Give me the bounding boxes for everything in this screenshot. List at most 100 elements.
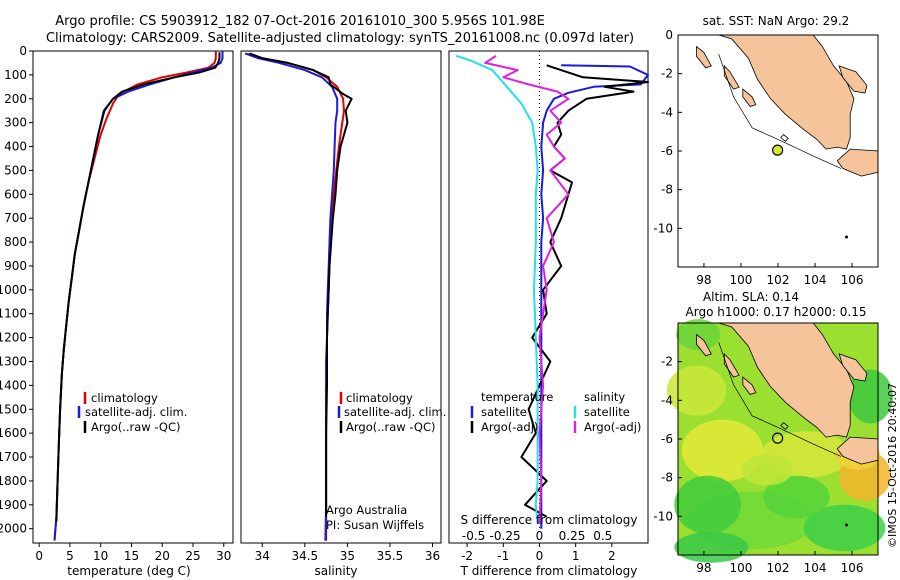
sst-map: 98 100 102 104 106 0 -2 -4 -6 -8 -10 xyxy=(653,28,879,287)
lat-tick-label: 0 xyxy=(665,28,673,42)
lon-tick-label: 106 xyxy=(841,561,864,575)
x-tick-label: 30 xyxy=(216,549,231,563)
temperature-xlabel: temperature (deg C) xyxy=(67,564,190,578)
title-line1: Argo profile: CS 5903912_182 07-Oct-2016… xyxy=(55,14,545,29)
series-line-salinity-argo-adj- xyxy=(484,54,570,524)
x-tick-label: 34.5 xyxy=(291,549,318,563)
pagai-island xyxy=(742,376,757,395)
sumatra-land xyxy=(718,322,855,438)
sla-map: 98 100 102 104 106 -2 -4 -6 -8 -10 xyxy=(653,319,893,575)
sipora-island xyxy=(723,64,740,90)
series-line-argo-raw-qc- xyxy=(55,52,221,522)
lat-tick-label: -4 xyxy=(661,393,673,407)
lat-tick-label: -4 xyxy=(661,105,673,119)
depth-tick-label: 700 xyxy=(4,211,27,225)
siberut-island xyxy=(696,45,712,69)
lon-tick-label: 102 xyxy=(767,273,790,287)
depth-tick-label: 1700 xyxy=(0,450,27,464)
s-tick-label: -0.25 xyxy=(490,529,521,543)
lat-tick-label: -10 xyxy=(653,509,673,523)
lat-tick-label: -6 xyxy=(661,432,673,446)
x-tick-label: 0 xyxy=(536,549,544,563)
imos-watermark: ©IMOS 15-Oct-2016 20:40:07 xyxy=(886,383,899,548)
legend-satellite: satellite-adj. clim. xyxy=(344,405,446,419)
series-line-argo-adj- xyxy=(520,64,649,518)
lon-tick-label: 104 xyxy=(804,273,827,287)
depth-tick-label: 1900 xyxy=(0,498,27,512)
annotation-argo-australia: Argo Australia xyxy=(326,503,407,517)
s-tick-label: 0.5 xyxy=(593,529,612,543)
x-tick-label: 35.5 xyxy=(377,549,404,563)
depth-tick-label: 1600 xyxy=(0,426,27,440)
lat-tick-label: -10 xyxy=(653,221,673,235)
lon-tick-label: 102 xyxy=(767,561,790,575)
difference-xlabel-top: S difference from climatology xyxy=(461,513,638,527)
argo-float-marker xyxy=(772,432,784,444)
depth-tick-label: 1800 xyxy=(0,474,27,488)
x-tick-label: -2 xyxy=(461,549,473,563)
depth-tick-label: 900 xyxy=(4,259,27,273)
temperature-panel xyxy=(32,50,234,544)
lon-tick-label: 98 xyxy=(696,561,711,575)
x-tick-label: 2 xyxy=(608,549,616,563)
salinity-legend: climatology satellite-adj. clim. Argo(..… xyxy=(326,391,446,532)
lon-tick-label: 98 xyxy=(696,273,711,287)
difference-legend: temperature salinity satellite Argo(-adj… xyxy=(470,390,641,434)
enggano-island xyxy=(780,134,789,142)
temperature-legend: climatology satellite-adj. clim. Argo(..… xyxy=(77,391,187,434)
sla-patch xyxy=(674,531,749,563)
lat-tick-label: -2 xyxy=(661,355,673,369)
s-tick-label: 0 xyxy=(536,529,544,543)
pagai-island xyxy=(742,88,757,107)
x-tick-label: 34 xyxy=(255,549,270,563)
lon-tick-label: 104 xyxy=(804,561,827,575)
depth-tick-label: 200 xyxy=(4,92,27,106)
siberut-island xyxy=(696,333,712,357)
legend-s-satellite: satellite xyxy=(584,405,630,419)
salinity-panel xyxy=(240,50,442,544)
depth-tick-label: 600 xyxy=(4,187,27,201)
lat-tick-label: -8 xyxy=(661,471,673,485)
depth-tick-label: 300 xyxy=(4,116,27,130)
lat-tick-label: -6 xyxy=(661,144,673,158)
lat-tick-label: -2 xyxy=(661,67,673,81)
depth-tick-label: 1300 xyxy=(0,354,27,368)
legend-climatology: climatology xyxy=(91,391,158,405)
x-tick-label: 1 xyxy=(572,549,580,563)
depth-tick-label: 0 xyxy=(19,44,27,58)
depth-tick-label: 1400 xyxy=(0,378,27,392)
difference-xlabel: T difference from climatology xyxy=(460,564,638,578)
legend-header-salinity: salinity xyxy=(584,390,625,404)
sla-patch xyxy=(740,454,793,486)
sumatra-land xyxy=(718,34,855,150)
sst-map-title: sat. SST: NaN Argo: 29.2 xyxy=(703,14,850,28)
series-line-salinity-satellite xyxy=(455,54,539,524)
sla-map-title-2: Argo h1000: 0.17 h2000: 0.15 xyxy=(686,305,867,319)
lon-tick-label: 106 xyxy=(841,273,864,287)
lon-tick-label: 100 xyxy=(730,273,753,287)
sla-patch xyxy=(848,369,893,424)
sla-patch xyxy=(803,504,886,552)
x-tick-label: 15 xyxy=(124,549,139,563)
x-tick-label: 35 xyxy=(340,549,355,563)
salinity-xlabel: salinity xyxy=(314,564,357,578)
depth-tick-label: 1200 xyxy=(0,331,27,345)
annotation-pi: PI: Susan Wijffels xyxy=(326,518,424,532)
shelf-contour xyxy=(718,342,842,457)
x-tick-label: 20 xyxy=(155,549,170,563)
depth-tick-label: 1000 xyxy=(0,283,27,297)
sla-patch xyxy=(676,319,721,351)
sipora-island xyxy=(723,352,740,378)
legend-argo: Argo(..raw -QC) xyxy=(346,420,436,434)
title-line2: Climatology: CARS2009. Satellite-adjuste… xyxy=(46,31,634,46)
argo-float-marker xyxy=(772,144,784,156)
sla-patch xyxy=(674,475,741,534)
enggano-island xyxy=(780,422,789,430)
depth-tick-label: 800 xyxy=(4,235,27,249)
x-tick-label: 10 xyxy=(93,549,108,563)
series-line-satellite-adj-clim- xyxy=(53,51,224,541)
series-line-argo-raw-qc- xyxy=(249,52,353,517)
depth-tick-label: 400 xyxy=(4,140,27,154)
sla-patch xyxy=(763,475,830,519)
